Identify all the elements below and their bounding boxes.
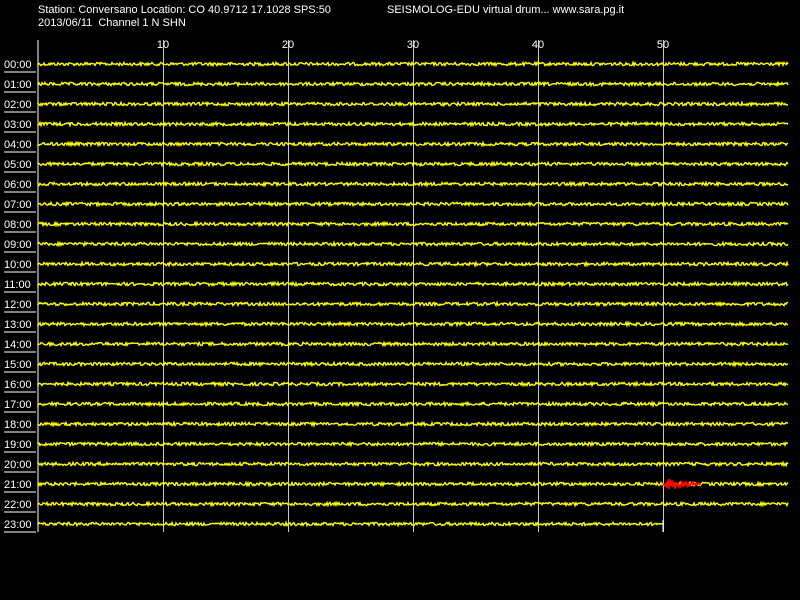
trace-1100 — [37, 280, 789, 289]
row-label-2300: 23:00 — [4, 519, 32, 531]
trace-0800 — [37, 220, 789, 228]
row-label-0400: 04:00 — [4, 139, 32, 151]
row-label-0300: 03:00 — [4, 119, 32, 131]
row-label-1800: 18:00 — [4, 419, 32, 431]
trace-1800 — [37, 420, 789, 428]
trace-1200 — [37, 300, 789, 308]
trace-1900 — [37, 440, 789, 448]
row-label-1700: 17:00 — [4, 399, 32, 411]
x-tick-label-10: 10 — [157, 39, 169, 51]
row-label-1900: 19:00 — [4, 439, 32, 451]
trace-0900 — [37, 240, 789, 248]
trace-0600 — [37, 180, 789, 188]
date-channel-info: 2013/06/11 Channel 1 N SHN — [38, 17, 186, 29]
trace-1500 — [37, 360, 789, 368]
x-tick-label-20: 20 — [282, 39, 294, 51]
row-label-0800: 08:00 — [4, 219, 32, 231]
row-label-1300: 13:00 — [4, 319, 32, 331]
trace-0000 — [37, 60, 789, 68]
row-label-0200: 02:00 — [4, 99, 32, 111]
event-burst-0 — [662, 479, 701, 490]
row-label-1600: 16:00 — [4, 379, 32, 391]
trace-1400 — [37, 340, 789, 348]
row-label-2200: 22:00 — [4, 499, 32, 511]
trace-0500 — [37, 160, 789, 168]
trace-1000 — [37, 260, 789, 268]
trace-0300 — [37, 120, 789, 128]
trace-1600 — [37, 380, 789, 388]
trace-2000 — [37, 460, 789, 468]
x-tick-label-30: 30 — [407, 39, 419, 51]
site-info: SEISMOLOG-EDU virtual drum... www.sara.p… — [387, 4, 625, 16]
row-label-0900: 09:00 — [4, 239, 32, 251]
trace-0400 — [37, 140, 789, 148]
trace-0100 — [37, 80, 789, 88]
x-tick-label-40: 40 — [532, 39, 544, 51]
row-label-2100: 21:00 — [4, 479, 32, 491]
row-label-0700: 07:00 — [4, 199, 32, 211]
trace-2300 — [37, 520, 664, 528]
row-label-0000: 00:00 — [4, 59, 32, 71]
row-label-1100: 11:00 — [4, 279, 31, 291]
row-label-1200: 12:00 — [4, 299, 32, 311]
row-label-0500: 05:00 — [4, 159, 32, 171]
x-tick-label-50: 50 — [657, 39, 669, 51]
trace-2200 — [37, 500, 789, 508]
trace-0200 — [37, 100, 789, 108]
row-label-1000: 10:00 — [4, 259, 32, 271]
row-label-0600: 06:00 — [4, 179, 32, 191]
station-info: Station: Conversano Location: CO 40.9712… — [38, 4, 331, 16]
row-label-0100: 01:00 — [4, 79, 32, 91]
row-label-2000: 20:00 — [4, 459, 32, 471]
trace-1300 — [37, 320, 789, 328]
trace-1700 — [37, 400, 789, 408]
trace-0700 — [37, 200, 789, 208]
row-label-1500: 15:00 — [4, 359, 32, 371]
row-label-1400: 14:00 — [4, 339, 32, 351]
trace-2100 — [37, 480, 789, 488]
